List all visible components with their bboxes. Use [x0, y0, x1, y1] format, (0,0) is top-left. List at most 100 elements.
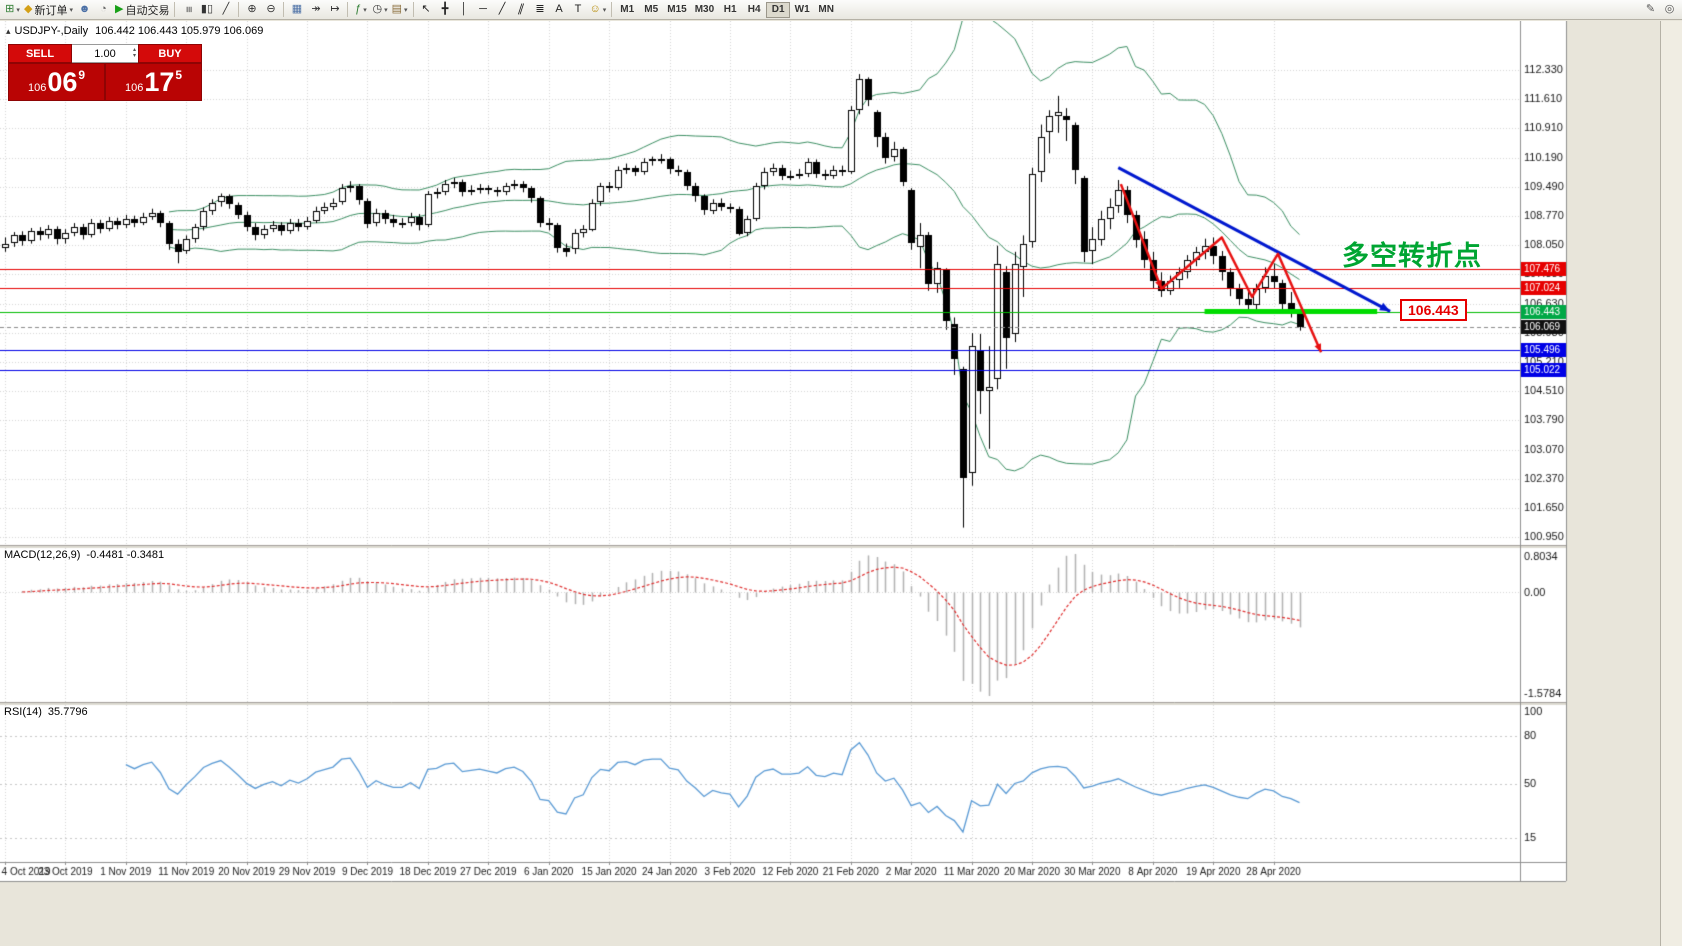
sell-price-button[interactable]: 106 06 9: [8, 63, 105, 101]
zoom-out-icon: ⊖: [266, 3, 276, 15]
volume-input[interactable]: [85, 47, 125, 60]
new-order-icon: ◆: [24, 3, 33, 15]
volume-up-icon[interactable]: ▴: [132, 47, 136, 53]
chart-symbol-period: USDJPY-,Daily: [14, 25, 89, 37]
toolbar-main: ⊞ ▾ ◆ 新订单 ▾ ☻ ◔ ▶ 自动交易 ≡ ▮▯ ╱ ⊕ ⊖ ▦ ↠ ↦ ƒ ▾ ◷ ▾ ▤ ▾ ↖ ╋ │ ─ ╱ ∥ ≣ A T ☺ ▾…: [3, 0, 838, 19]
line-chart-button[interactable]: ╱: [216, 1, 235, 19]
fibonacci-icon: ≣: [535, 3, 545, 15]
rsi-label: RSI(14) 35.7796: [4, 706, 88, 718]
timeframe-m5-button[interactable]: M5: [639, 2, 663, 18]
cursor-button[interactable]: ↖: [417, 1, 436, 19]
timeframe-w1-button[interactable]: W1: [790, 2, 814, 18]
profiles-button[interactable]: ☻: [75, 1, 94, 19]
buy-price-prefix: 106: [124, 82, 144, 94]
trendline-icon: ╱: [498, 3, 506, 15]
indicators-button[interactable]: ƒ ▾: [351, 1, 370, 19]
new-order-button[interactable]: ◆ 新订单 ▾: [22, 1, 75, 19]
indicators-icon: ƒ: [355, 3, 362, 15]
tile-windows-button[interactable]: ▦: [287, 1, 306, 19]
cursor-icon: ↖: [421, 3, 431, 15]
one-click-trading-panel: SELL ▴▾ BUY 106 06 9 106 17 5: [8, 44, 202, 101]
clock-icon: ◷: [372, 3, 383, 15]
crosshair-icon: ╋: [441, 3, 449, 15]
toolbar: ⊞ ▾ ◆ 新订单 ▾ ☻ ◔ ▶ 自动交易 ≡ ▮▯ ╱ ⊕ ⊖ ▦ ↠ ↦ ƒ ▾ ◷ ▾ ▤ ▾ ↖ ╋ │ ─ ╱ ∥ ≣ A T ☺ ▾…: [0, 0, 1682, 20]
timeframe-m30-button[interactable]: M30: [691, 2, 718, 18]
chart-title: ▴ USDJPY-,Daily 106.442 106.443 105.979 10…: [6, 25, 263, 37]
smiley-icon: ☺: [589, 3, 601, 15]
autotrading-button-label: 自动交易: [125, 4, 170, 17]
templates-button[interactable]: ▤ ▾: [390, 1, 410, 19]
toolbar-separator: [238, 2, 240, 17]
trendline-button[interactable]: ╱: [493, 1, 512, 19]
macd-name: MACD(12,26,9): [4, 549, 81, 561]
volume-down-icon[interactable]: ▾: [132, 53, 136, 59]
timeframe-mn-button[interactable]: MN: [814, 2, 838, 18]
buy-price-big: 17: [144, 66, 175, 97]
auto-scroll-icon: ↠: [311, 3, 321, 15]
pencil-icon: ✎: [1645, 3, 1656, 15]
quick-edit-button[interactable]: ✎: [1641, 1, 1660, 19]
market-watch-button[interactable]: ◔: [94, 1, 113, 19]
periods-button[interactable]: ◷ ▾: [370, 1, 389, 19]
one-click-collapse-icon[interactable]: ▴: [6, 26, 11, 36]
chevron-down-icon: ▾: [403, 6, 408, 14]
zoom-in-icon: ⊕: [247, 3, 257, 15]
chart-shift-button[interactable]: ↦: [325, 1, 344, 19]
sell-price-prefix: 106: [27, 82, 47, 94]
timeframe-m15-button[interactable]: M15: [663, 2, 690, 18]
chevron-down-icon: ▾: [602, 6, 607, 14]
text-button[interactable]: A: [550, 1, 569, 19]
arrows-button[interactable]: ☺ ▾: [588, 1, 609, 19]
chevron-down-icon: ▾: [363, 6, 367, 14]
volume-box: ▴▾: [72, 44, 138, 63]
macd-values: -0.4481 -0.3481: [86, 549, 165, 561]
text-label-button[interactable]: T: [569, 1, 588, 19]
crosshair-button[interactable]: ╋: [436, 1, 455, 19]
zoom-out-button[interactable]: ⊖: [261, 1, 280, 19]
play-icon: ▶: [114, 3, 124, 15]
chevron-down-icon: ▾: [16, 6, 20, 14]
toolbar-right: ✎ ◎: [1641, 1, 1679, 19]
horizontal-line-icon: ─: [479, 3, 487, 15]
buy-button[interactable]: BUY: [138, 44, 202, 63]
timeframe-h1-button[interactable]: H1: [718, 2, 742, 18]
right-panel-strip: [1660, 21, 1682, 946]
profiles-icon: ☻: [78, 3, 91, 15]
toolbar-separator: [347, 2, 349, 17]
sell-price-sup: 9: [78, 68, 86, 82]
timeframe-m1-button[interactable]: M1: [615, 2, 639, 18]
buy-price-button[interactable]: 106 17 5: [105, 63, 202, 101]
bar-chart-icon: ≡: [182, 6, 195, 13]
auto-scroll-button[interactable]: ↠: [306, 1, 325, 19]
new-chart-button[interactable]: ⊞ ▾: [3, 1, 22, 19]
line-chart-icon: ╱: [222, 3, 230, 15]
autotrading-button[interactable]: ▶ 自动交易: [113, 1, 171, 19]
chevron-down-icon: ▾: [69, 6, 73, 14]
chevron-down-icon: ▾: [384, 6, 388, 14]
candlestick-chart-button[interactable]: ▮▯: [197, 1, 216, 19]
rsi-value: 35.7796: [47, 706, 88, 718]
fibonacci-button[interactable]: ≣: [531, 1, 550, 19]
channel-icon: ∥: [516, 3, 526, 15]
channel-button[interactable]: ∥: [512, 1, 531, 19]
horizontal-line-button[interactable]: ─: [474, 1, 493, 19]
zoom-in-button[interactable]: ⊕: [242, 1, 261, 19]
macd-label: MACD(12,26,9) -0.4481 -0.3481: [4, 549, 164, 561]
chart-shift-icon: ↦: [330, 3, 340, 15]
vertical-line-icon: │: [460, 3, 468, 15]
toolbar-separator: [412, 2, 414, 17]
target-icon: ◎: [1664, 3, 1675, 15]
sell-button[interactable]: SELL: [8, 44, 72, 63]
favorites-button[interactable]: ◎: [1660, 1, 1679, 19]
timeframe-d1-button[interactable]: D1: [766, 1, 791, 18]
timeframe-h4-button[interactable]: H4: [742, 2, 766, 18]
text-label-icon: T: [574, 3, 582, 15]
volume-spinner[interactable]: ▴ ▾: [133, 47, 136, 59]
annotation-text: 多空转折点: [1342, 241, 1482, 271]
chart-ohlc-values: 106.442 106.443 105.979 106.069: [95, 25, 264, 37]
chart-plus-icon: ⊞: [5, 3, 15, 15]
bar-chart-button[interactable]: ≡: [178, 1, 197, 19]
toolbar-separator: [611, 2, 613, 17]
vertical-line-button[interactable]: │: [455, 1, 474, 19]
